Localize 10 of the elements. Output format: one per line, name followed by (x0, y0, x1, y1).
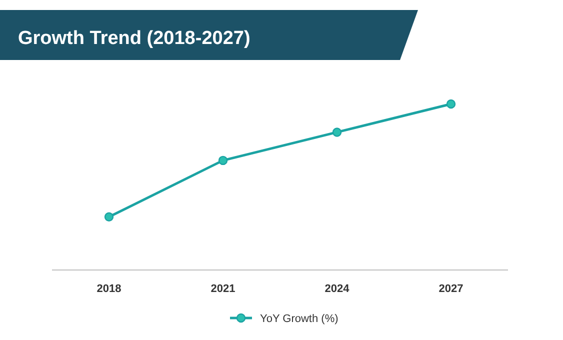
point (104, 212, 114, 222)
chart-title: Growth Trend (2018-2027) (18, 28, 250, 49)
x-tick-label: 2021 (210, 283, 236, 295)
point (218, 156, 228, 166)
x-tick-label: 2018 (96, 283, 122, 295)
x-tick-label: 2024 (324, 283, 350, 295)
legend-label: YoY Growth (%) (260, 313, 338, 325)
point (332, 128, 342, 137)
x-tick-label: 2027 (438, 283, 464, 295)
point (446, 99, 456, 109)
